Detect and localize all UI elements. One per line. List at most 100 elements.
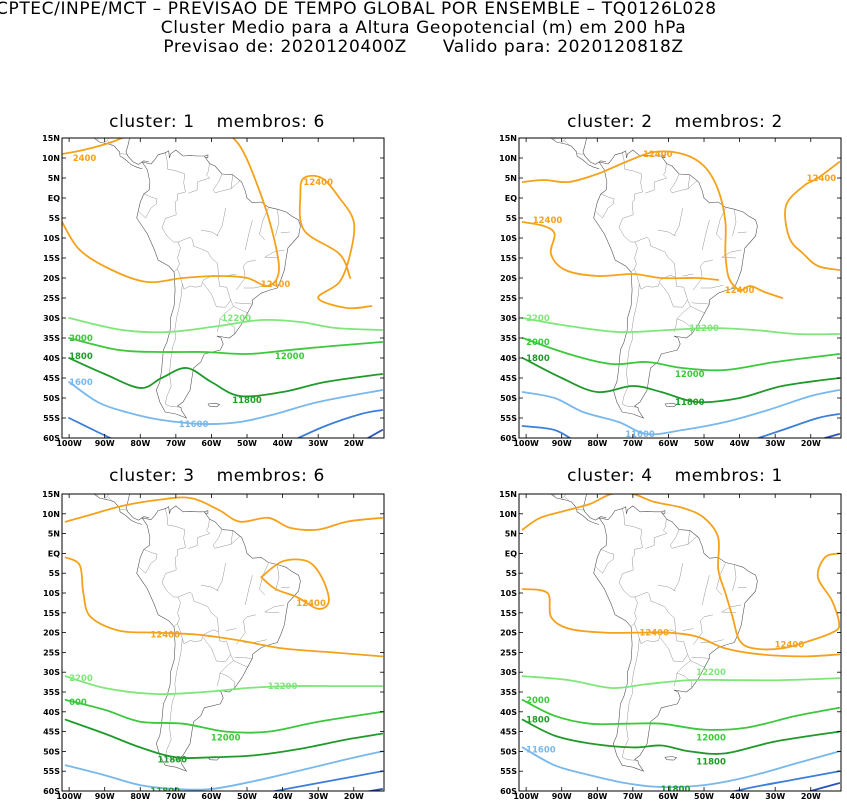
- lat-tick: 20S: [43, 629, 384, 638]
- lat-tick: 25S: [500, 294, 841, 303]
- state-border: [264, 257, 280, 259]
- contour-label: 11600: [179, 420, 209, 430]
- country-border: [687, 536, 698, 545]
- lat-tick-label: 50S: [43, 747, 60, 756]
- coastline-caribbean-island: [204, 510, 209, 514]
- state-border: [275, 209, 280, 237]
- map-panel-2: 12400 12400 12400 12400 2200 12200 2000 1800 120…: [499, 134, 842, 448]
- lon-tick-label: 60W: [658, 439, 678, 448]
- state-border: [234, 657, 253, 659]
- contour-label: 11800: [675, 398, 705, 408]
- lat-tick-label: 25S: [43, 648, 60, 657]
- lat-tick: 40S: [500, 708, 841, 717]
- country-border: [618, 569, 638, 627]
- coastline-caribbean-island: [661, 510, 666, 514]
- lat-tick-label: 30S: [43, 668, 60, 677]
- lat-tick: 25S: [43, 294, 384, 303]
- contour-line: [68, 357, 384, 398]
- lat-tick: 50S: [43, 747, 384, 756]
- country-border: [203, 277, 231, 308]
- lon-tick: 20W: [344, 138, 364, 448]
- lat-tick: 45S: [500, 374, 841, 383]
- lon-tick-label: 50W: [694, 439, 714, 448]
- country-border: [673, 299, 691, 333]
- lat-tick: 20S: [500, 274, 841, 283]
- country-border: [203, 631, 231, 662]
- country-border: [139, 193, 158, 219]
- lat-tick: 25S: [43, 648, 384, 657]
- lat-tick-label: 35S: [43, 688, 60, 697]
- coastline-caribbean-island: [661, 154, 666, 158]
- lon-tick-label: 90W: [95, 792, 115, 801]
- contour-line: [270, 770, 384, 791]
- lon-tick: 30W: [765, 138, 785, 448]
- lon-tick-label: 70W: [166, 792, 186, 801]
- lat-tick: 25S: [500, 648, 841, 657]
- lat-tick: EQ: [505, 194, 841, 203]
- state-border: [264, 611, 280, 613]
- lat-tick: 15N: [42, 490, 384, 499]
- country-border: [621, 638, 640, 761]
- lat-tick-label: 30S: [500, 314, 517, 323]
- map-content: 12400 12400 12200 2000 1800 12000 11800 11600 11…: [521, 494, 841, 791]
- contour-line: [260, 558, 330, 610]
- lat-tick-label: 60S: [43, 434, 60, 443]
- lon-tick-label: 70W: [166, 439, 186, 448]
- contour-label: 11800: [696, 757, 726, 767]
- state-border: [245, 219, 253, 251]
- country-border: [576, 153, 585, 155]
- valid-for-value: 2020120818Z: [557, 37, 684, 57]
- lon-tick: 80W: [587, 138, 607, 448]
- country-border: [104, 496, 108, 500]
- state-border: [690, 306, 706, 314]
- lat-tick: 40S: [43, 354, 384, 363]
- lat-tick-label: 35S: [500, 688, 517, 697]
- cluster-label: cluster:: [109, 112, 178, 132]
- lat-tick-label: 5N: [505, 530, 517, 539]
- state-border: [264, 604, 285, 613]
- country-border: [687, 180, 698, 189]
- lon-tick: 80W: [130, 494, 150, 801]
- country-border: [645, 163, 668, 194]
- lon-tick-label: 30W: [308, 792, 328, 801]
- lat-tick-label: 5N: [48, 174, 60, 183]
- state-border: [225, 628, 237, 631]
- country-border: [618, 214, 638, 272]
- contour-line: [521, 221, 720, 281]
- lat-tick-label: 20S: [500, 629, 517, 638]
- lat-tick: 35S: [500, 334, 841, 343]
- lon-tick-label: 90W: [95, 439, 115, 448]
- contour-label: 11800: [232, 396, 262, 406]
- lat-tick: 30S: [500, 668, 841, 677]
- lon-tick: 50W: [237, 138, 257, 448]
- contour-label: 000: [69, 698, 87, 708]
- lon-tick: 100W: [513, 138, 539, 448]
- contour-line: [755, 413, 841, 438]
- state-border: [682, 273, 694, 277]
- contour-line: [68, 317, 384, 334]
- lat-tick-label: 20S: [43, 274, 60, 283]
- lat-tick-label: 5S: [506, 569, 518, 578]
- coastline-south-america: [593, 505, 758, 772]
- country-border: [212, 529, 233, 549]
- lat-tick: 20S: [43, 274, 384, 283]
- lat-tick: EQ: [48, 549, 384, 558]
- lat-tick-label: 10N: [499, 510, 517, 519]
- lat-tick-label: EQ: [48, 194, 60, 203]
- lon-tick: 100W: [56, 138, 82, 448]
- lon-tick-label: 100W: [56, 439, 82, 448]
- lat-tick: 45S: [43, 728, 384, 737]
- cluster-number: 3: [183, 466, 195, 486]
- lat-tick-label: 15N: [42, 134, 60, 143]
- state-border: [243, 259, 256, 267]
- country-border: [576, 509, 585, 511]
- state-border: [216, 563, 226, 592]
- lat-tick-label: 40S: [500, 708, 517, 717]
- lon-tick: 20W: [801, 494, 821, 801]
- lon-tick-label: 50W: [237, 792, 257, 801]
- state-border: [657, 584, 676, 592]
- lon-tick-label: 50W: [694, 792, 714, 801]
- contour-label: 2400: [73, 154, 97, 164]
- contour-line: [298, 174, 373, 310]
- lat-tick: 55S: [500, 414, 841, 423]
